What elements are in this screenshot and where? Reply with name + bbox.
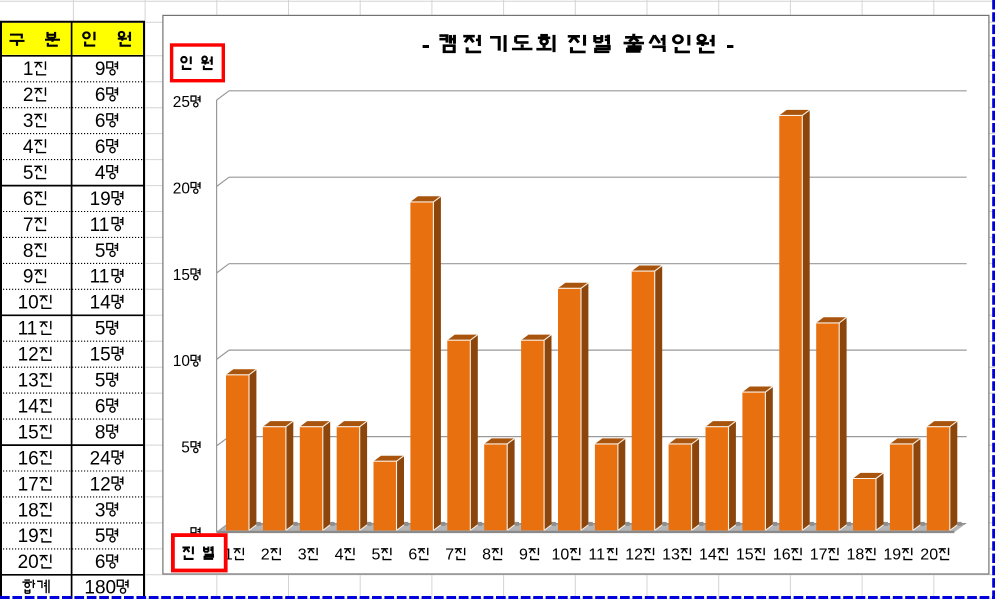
svg-text:3: 3 [298, 547, 307, 564]
svg-text:10: 10 [173, 353, 190, 370]
svg-text:5: 5 [372, 547, 381, 564]
svg-text:6: 6 [23, 189, 34, 210]
svg-text:5: 5 [95, 371, 106, 392]
svg-text:13: 13 [18, 371, 39, 392]
svg-text:9: 9 [95, 59, 106, 80]
svg-text:15: 15 [173, 267, 190, 284]
svg-text:13: 13 [662, 547, 680, 564]
svg-text:1: 1 [224, 547, 233, 564]
svg-text:20: 20 [920, 547, 938, 564]
svg-text:9: 9 [23, 267, 34, 288]
svg-text:8: 8 [482, 547, 491, 564]
svg-text:9: 9 [519, 547, 528, 564]
svg-text:11: 11 [18, 319, 38, 340]
svg-text:20: 20 [173, 180, 190, 197]
svg-text:17: 17 [810, 547, 828, 564]
svg-text:5: 5 [23, 163, 34, 184]
svg-text:12: 12 [90, 474, 111, 495]
svg-text:6: 6 [95, 137, 106, 158]
svg-text:11: 11 [90, 267, 110, 288]
svg-text:8: 8 [23, 241, 34, 262]
svg-text:18: 18 [18, 500, 39, 521]
svg-text:15: 15 [90, 345, 111, 366]
svg-text:11: 11 [90, 215, 110, 236]
svg-text:2: 2 [23, 85, 34, 106]
svg-text:16: 16 [18, 448, 39, 469]
svg-text:4: 4 [23, 137, 34, 158]
svg-text:6: 6 [95, 397, 106, 418]
svg-text:4: 4 [335, 547, 344, 564]
svg-text:15: 15 [736, 547, 754, 564]
svg-text:6: 6 [408, 547, 417, 564]
svg-text:-: - [422, 31, 430, 59]
svg-text:17: 17 [18, 474, 39, 495]
svg-text:16: 16 [773, 547, 791, 564]
svg-text:7: 7 [23, 215, 34, 236]
svg-text:15: 15 [18, 422, 39, 443]
svg-text:8: 8 [95, 422, 106, 443]
svg-text:4: 4 [95, 163, 106, 184]
svg-text:6: 6 [95, 111, 106, 132]
svg-text:25: 25 [173, 94, 190, 111]
svg-text:3: 3 [95, 500, 106, 521]
svg-text:19: 19 [18, 526, 39, 547]
svg-text:14: 14 [18, 397, 40, 418]
svg-text:10: 10 [552, 547, 570, 564]
svg-text:3: 3 [23, 111, 34, 132]
svg-text:24: 24 [90, 448, 112, 469]
svg-text:5: 5 [181, 440, 190, 457]
svg-text:14: 14 [90, 293, 112, 314]
svg-text:2: 2 [261, 547, 270, 564]
svg-text:7: 7 [445, 547, 454, 564]
svg-text:19: 19 [90, 189, 111, 210]
svg-text:5: 5 [95, 526, 106, 547]
svg-text:20: 20 [18, 552, 39, 573]
svg-text:19: 19 [883, 547, 901, 564]
svg-text:18: 18 [847, 547, 865, 564]
svg-text:6: 6 [95, 85, 106, 106]
svg-text:10: 10 [18, 293, 39, 314]
svg-text:11: 11 [588, 547, 605, 564]
svg-text:5: 5 [95, 319, 106, 340]
svg-text:6: 6 [95, 552, 106, 573]
svg-text:12: 12 [625, 547, 643, 564]
svg-text:180: 180 [84, 577, 116, 598]
svg-text:5: 5 [95, 241, 106, 262]
svg-text:1: 1 [23, 59, 34, 80]
svg-text:12: 12 [18, 345, 39, 366]
svg-text:14: 14 [699, 547, 717, 564]
svg-text:-: - [726, 31, 734, 59]
